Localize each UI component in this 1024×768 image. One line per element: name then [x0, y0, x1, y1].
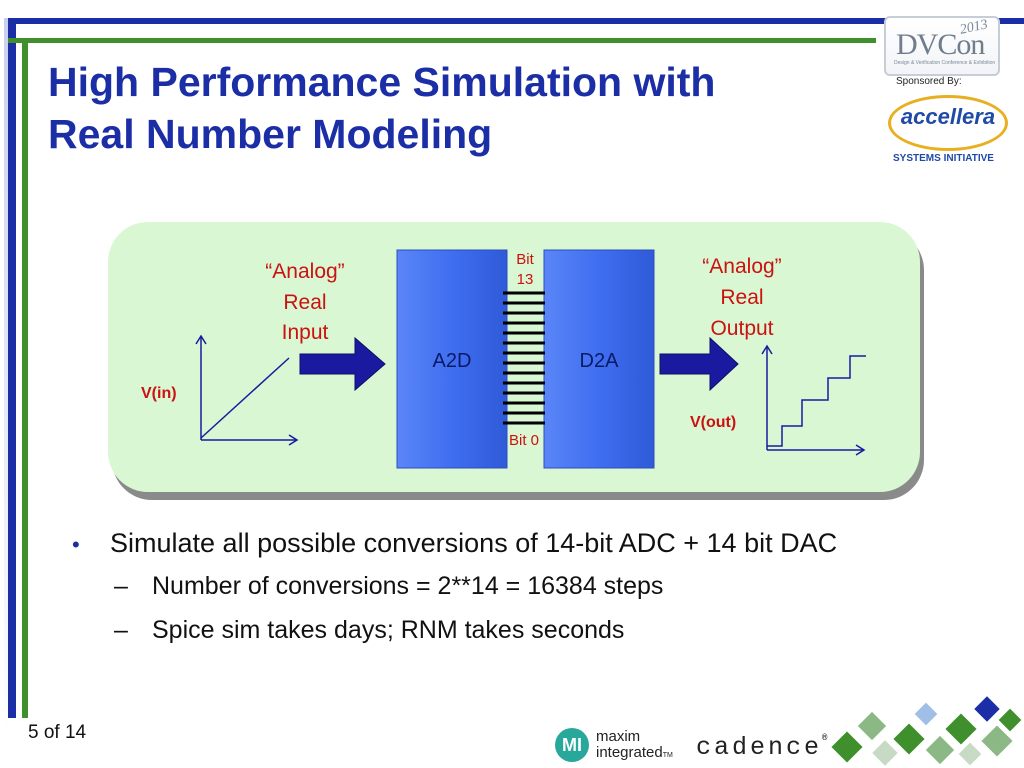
- sub-bullet-marker: –: [114, 572, 128, 600]
- accellera-logo: accellera: [888, 95, 1008, 151]
- sponsored-by-label: Sponsored By:: [896, 76, 962, 87]
- d2a-block: [543, 249, 655, 469]
- decorative-squares-graphic: [831, 696, 1022, 766]
- cadence-logo: cadence®: [696, 733, 827, 762]
- diagram-panel: [108, 222, 920, 492]
- input-label-word: Input: [282, 321, 329, 344]
- cadence-registered-mark: ®: [822, 733, 828, 743]
- d2a-label: D2A: [580, 350, 620, 372]
- frame-top-green-bar: [8, 38, 876, 43]
- a2d-label: A2D: [433, 350, 472, 372]
- sub-bullet-item: – Spice sim takes days; RNM takes second…: [72, 616, 992, 660]
- maxim-line-2: integrated: [596, 744, 663, 761]
- maxim-line-1: maxim: [596, 728, 641, 745]
- a2d-block: [396, 249, 508, 469]
- input-label-quote: “Analog”: [265, 260, 344, 283]
- vin-label: V(in): [141, 385, 177, 402]
- vin-ramp: [200, 357, 290, 439]
- output-label-word: Output: [710, 317, 773, 340]
- vout-plot: [761, 344, 866, 456]
- output-arrow: [659, 336, 739, 392]
- vin-x-arrowhead: [288, 434, 299, 446]
- maxim-trademark: TM: [662, 752, 673, 759]
- maxim-logo-badge: MI: [555, 728, 589, 762]
- bullet-list: • Simulate all possible conversions of 1…: [72, 528, 992, 660]
- bit-bus: [503, 291, 545, 425]
- page-number: 5 of 14: [28, 722, 87, 743]
- vout-x-arrowhead: [855, 444, 866, 456]
- frame-left-green-bar: [22, 38, 28, 718]
- sub-bullet-item: – Number of conversions = 2**14 = 16384 …: [72, 572, 992, 616]
- frame-top-blue-bar: [8, 18, 1024, 24]
- input-arrow: [299, 336, 386, 392]
- bullet-item: • Simulate all possible conversions of 1…: [72, 528, 992, 572]
- bullet-marker: •: [72, 532, 80, 557]
- maxim-logo-text: maxim integratedTM: [596, 729, 673, 764]
- sub-bullet-text: Spice sim takes days; RNM takes seconds: [152, 616, 625, 644]
- output-label-real: Real: [720, 286, 763, 309]
- bit-13-label-line2: 13: [517, 271, 534, 288]
- vout-y-arrowhead: [761, 344, 773, 355]
- systems-initiative-label: SYSTEMS INITIATIVE: [893, 153, 994, 164]
- vin-y-arrowhead: [195, 334, 207, 345]
- title-line-1: High Performance Simulation with: [48, 59, 716, 105]
- slide-title: High Performance Simulation with Real Nu…: [48, 56, 868, 160]
- bullet-text: Simulate all possible conversions of 14-…: [110, 528, 838, 558]
- sub-bullet-text: Number of conversions = 2**14 = 16384 st…: [152, 572, 664, 600]
- cadence-logo-text: cadence: [696, 733, 823, 762]
- accellera-logo-text: accellera: [900, 104, 996, 129]
- frame-left-blue-bar: [8, 18, 16, 718]
- sub-bullet-marker: –: [114, 616, 128, 644]
- vin-plot: [195, 334, 299, 446]
- frame-left-fade: [4, 18, 8, 738]
- dvcon-logo-subtitle: Design & Verification Conference & Exhib…: [894, 60, 996, 66]
- bit-13-label-line1: Bit: [516, 251, 534, 268]
- input-label-real: Real: [283, 291, 326, 314]
- dvcon-logo-text: DVCon: [896, 28, 985, 61]
- title-line-2: Real Number Modeling: [48, 111, 493, 157]
- output-label-quote: “Analog”: [702, 255, 781, 278]
- vout-label: V(out): [690, 414, 736, 431]
- bit-0-label: Bit 0: [509, 432, 539, 449]
- dvcon-logo: DVCon 2013 Design & Verification Confere…: [884, 16, 1000, 76]
- vout-staircase: [767, 355, 866, 447]
